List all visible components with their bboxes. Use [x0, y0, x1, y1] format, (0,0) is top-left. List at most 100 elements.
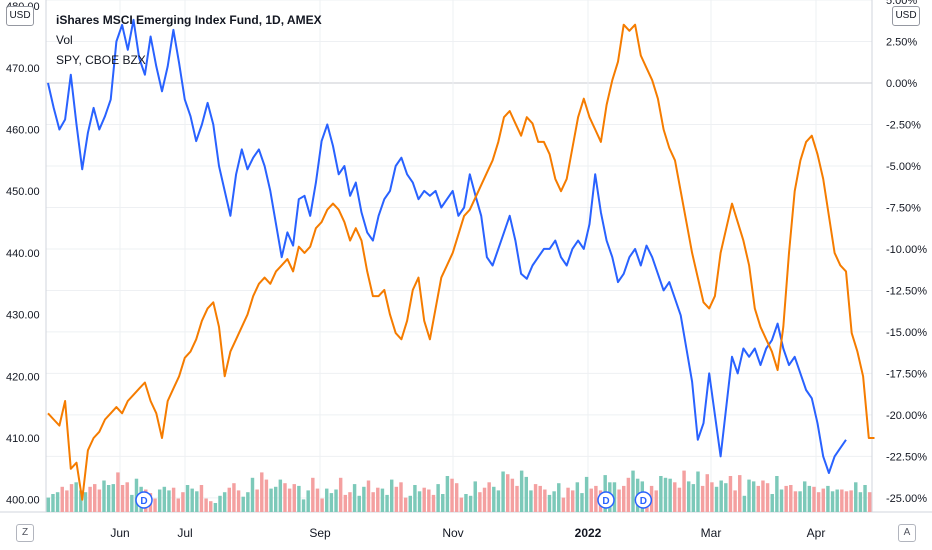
- volume-bar: [844, 491, 849, 512]
- volume-bar: [348, 492, 352, 512]
- volume-bar: [765, 483, 770, 512]
- auto-scale-button[interactable]: A: [898, 524, 916, 542]
- volume-bar: [380, 488, 385, 512]
- volume-bar: [125, 482, 129, 512]
- volume-bar: [65, 490, 69, 512]
- zoom-toggle-button[interactable]: Z: [16, 524, 34, 542]
- volume-bar: [162, 486, 167, 512]
- volume-bar: [673, 482, 677, 512]
- volume-bar: [176, 498, 180, 512]
- volume-bar: [413, 485, 417, 512]
- volume-bar: [802, 481, 807, 512]
- volume-bar: [399, 482, 403, 512]
- y-right-tick-label: 0.00%: [886, 78, 917, 90]
- volume-bar: [250, 477, 255, 512]
- volume-bar: [357, 495, 361, 512]
- volume-bar: [278, 479, 283, 512]
- chart-legend: iShares MSCI Emerging Index Fund, 1D, AM…: [56, 10, 322, 70]
- volume-bar: [705, 474, 709, 512]
- volume-bar: [570, 490, 575, 512]
- volume-bar: [589, 488, 593, 512]
- volume-bar: [93, 484, 97, 512]
- volume-bar: [69, 484, 74, 512]
- volume-bar: [301, 499, 306, 512]
- volume-bar: [742, 495, 747, 512]
- x-tick-label: Jul: [177, 526, 192, 540]
- series-line-spy: [47, 23, 875, 501]
- y-left-tick-label: 430.00: [6, 310, 40, 322]
- volume-bar: [334, 489, 338, 512]
- volume-bar: [793, 491, 798, 512]
- volume-bar: [403, 497, 408, 512]
- right-currency-badge[interactable]: USD: [892, 6, 920, 26]
- volume-bar: [775, 476, 779, 512]
- volume-bar: [60, 486, 64, 512]
- volume-bar: [849, 490, 853, 512]
- legend-volume[interactable]: Vol: [56, 33, 73, 47]
- volume-bar: [51, 494, 55, 512]
- y-left-tick-label: 420.00: [6, 371, 40, 383]
- volume-bar: [626, 477, 631, 512]
- volume-bar: [552, 491, 556, 512]
- legend-title[interactable]: iShares MSCI Emerging Index Fund, 1D, AM…: [56, 13, 322, 27]
- volume-bar: [116, 472, 120, 512]
- volume-bar: [779, 489, 784, 512]
- dividend-marker: [597, 491, 615, 509]
- volume-bar: [264, 479, 269, 512]
- x-tick-label: 2022: [575, 526, 602, 540]
- volume-bar: [751, 481, 756, 512]
- volume-bar: [561, 497, 566, 512]
- volume-bar: [682, 470, 686, 512]
- volume-bar: [812, 486, 816, 512]
- y-left-tick-label: 470.00: [6, 63, 40, 75]
- volume-bar: [297, 485, 301, 512]
- y-left-tick-label: 460.00: [6, 125, 40, 137]
- volume-bar: [826, 485, 830, 512]
- volume-bar: [612, 482, 617, 512]
- volume-bar: [153, 498, 157, 512]
- volume-bar: [821, 488, 825, 512]
- volume-bar: [269, 488, 273, 512]
- volume-bar: [492, 486, 496, 512]
- volume-bar: [181, 492, 185, 512]
- volume-bar: [816, 492, 821, 512]
- volume-bar: [232, 483, 236, 512]
- volume-bar: [227, 487, 232, 512]
- volume-bar: [459, 497, 464, 512]
- legend-compare-symbol[interactable]: SPY, CBOE BZX: [56, 53, 146, 67]
- volume-bar: [102, 480, 106, 512]
- x-tick-label: Sep: [309, 526, 331, 540]
- volume-bar: [784, 485, 788, 512]
- volume-bar: [376, 487, 380, 512]
- volume-bar: [83, 492, 88, 512]
- left-currency-badge[interactable]: USD: [6, 6, 34, 26]
- volume-bar: [195, 491, 199, 512]
- y-left-tick-label: 450.00: [6, 186, 40, 198]
- y-left-tick-label: 440.00: [6, 248, 40, 260]
- volume-bar: [830, 491, 835, 512]
- volume-bar: [120, 485, 125, 512]
- volume-bar: [728, 476, 733, 512]
- volume-bar: [770, 494, 774, 512]
- volume-bar: [631, 470, 635, 512]
- y-right-tick-label: -7.50%: [886, 202, 921, 214]
- volume-bar: [575, 482, 580, 512]
- volume-bar: [222, 492, 227, 512]
- y-right-tick-label: -17.50%: [886, 368, 927, 380]
- volume-bar: [482, 487, 487, 512]
- volume-bar: [325, 488, 329, 512]
- volume-bar: [431, 494, 436, 512]
- volume-bar: [241, 496, 245, 512]
- dividend-marker-label: D: [640, 496, 647, 507]
- volume-bar: [306, 490, 310, 512]
- volume-bar: [547, 494, 552, 512]
- volume-bar: [246, 492, 250, 512]
- volume-bar: [366, 480, 371, 512]
- volume-bar: [338, 477, 343, 512]
- volume-bar: [454, 483, 459, 512]
- volume-bar: [79, 490, 83, 512]
- volume-bar: [157, 489, 162, 512]
- y-right-tick-label: -15.00%: [886, 327, 927, 339]
- volume-bar: [733, 490, 737, 512]
